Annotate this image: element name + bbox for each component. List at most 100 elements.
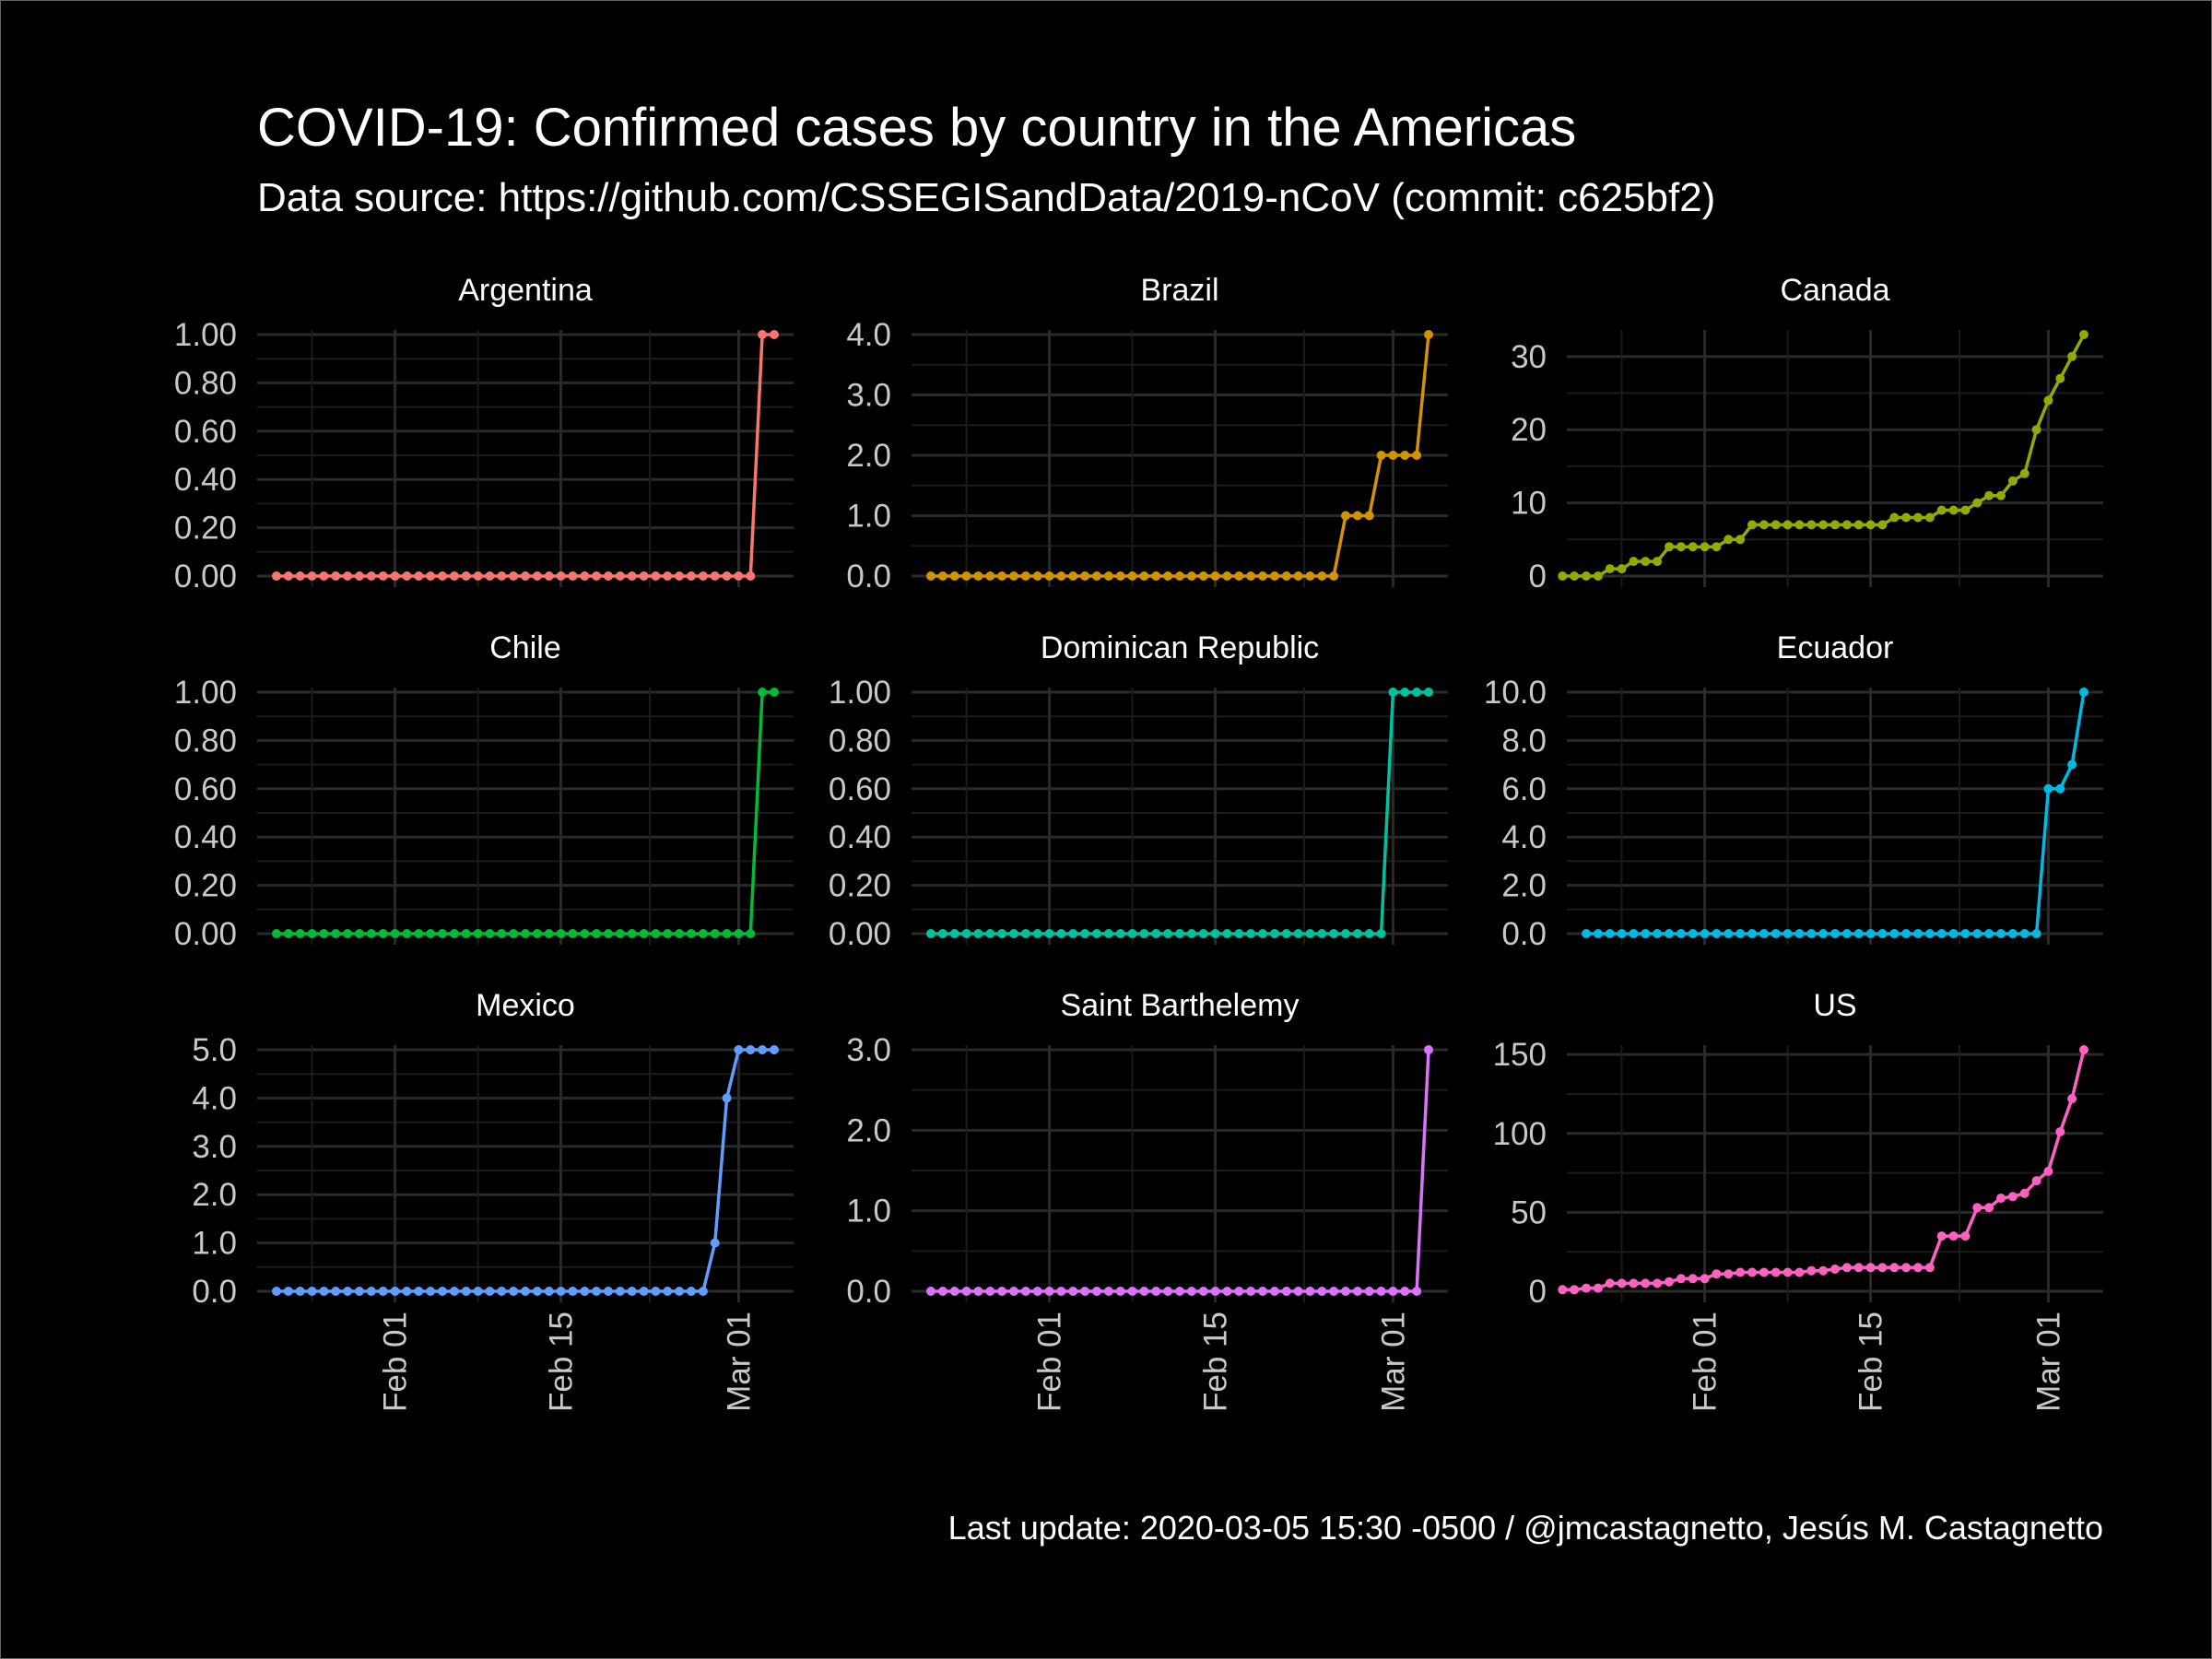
data-point bbox=[1388, 1287, 1398, 1296]
data-point bbox=[770, 330, 779, 339]
data-point bbox=[1747, 929, 1757, 938]
y-tick-label: 50 bbox=[1511, 1194, 1547, 1230]
data-point bbox=[1960, 505, 1971, 515]
panel-mexico: Mexico 0.0 1.0 2.0 3.0 4.0 5.0 Feb 01 Feb 15 Mar … bbox=[192, 988, 794, 1412]
data-point bbox=[2079, 688, 2088, 697]
data-point bbox=[1376, 1287, 1386, 1296]
data-point bbox=[1281, 1287, 1291, 1296]
y-tick-label: 2.0 bbox=[846, 438, 891, 474]
data-point bbox=[307, 929, 317, 938]
data-point bbox=[675, 571, 685, 581]
data-point bbox=[1044, 571, 1054, 581]
y-tick-label: 1.00 bbox=[174, 317, 237, 353]
data-point bbox=[627, 571, 637, 581]
data-point bbox=[390, 929, 400, 938]
data-point bbox=[1103, 929, 1113, 938]
data-point bbox=[2007, 929, 2018, 938]
data-point bbox=[1246, 571, 1256, 581]
data-point bbox=[1853, 1263, 1864, 1273]
data-point bbox=[1400, 451, 1410, 460]
data-point bbox=[1830, 520, 1840, 530]
data-point bbox=[1186, 1287, 1196, 1296]
data-point bbox=[1412, 451, 1422, 460]
data-point bbox=[1806, 520, 1817, 530]
data-point bbox=[1341, 511, 1350, 521]
data-point bbox=[1582, 571, 1591, 581]
data-point bbox=[937, 929, 947, 938]
data-point bbox=[319, 571, 329, 581]
data-point bbox=[1724, 929, 1734, 938]
data-point bbox=[1424, 688, 1433, 697]
data-point bbox=[1783, 929, 1793, 938]
data-point bbox=[2079, 1045, 2088, 1054]
y-tick-label: 0.00 bbox=[174, 916, 237, 952]
data-point bbox=[675, 929, 685, 938]
data-point bbox=[568, 1287, 578, 1296]
data-point bbox=[937, 571, 947, 581]
data-point bbox=[378, 571, 388, 581]
data-point bbox=[997, 929, 1007, 938]
data-point bbox=[355, 1287, 364, 1296]
data-point bbox=[1151, 571, 1161, 581]
data-point bbox=[1593, 929, 1603, 938]
data-point bbox=[758, 330, 768, 339]
data-point bbox=[544, 929, 554, 938]
data-point bbox=[1246, 1287, 1256, 1296]
data-point bbox=[1913, 512, 1923, 523]
data-point bbox=[1198, 571, 1208, 581]
y-tick-label: 0.20 bbox=[829, 868, 891, 904]
data-point bbox=[1068, 571, 1078, 581]
data-point bbox=[604, 1287, 613, 1296]
data-point bbox=[722, 1093, 732, 1103]
data-point bbox=[2043, 1166, 2053, 1176]
data-point bbox=[1984, 1203, 1994, 1213]
data-point bbox=[1056, 929, 1066, 938]
data-point bbox=[1293, 571, 1303, 581]
data-point bbox=[1877, 520, 1888, 530]
data-point bbox=[1364, 511, 1374, 521]
data-point bbox=[509, 1287, 519, 1296]
x-tick-label: Mar 01 bbox=[721, 1312, 757, 1412]
data-point bbox=[1629, 1278, 1639, 1288]
y-tick-label: 4.0 bbox=[846, 317, 891, 353]
y-tick-label: 0.0 bbox=[846, 1274, 891, 1310]
data-point bbox=[521, 1287, 530, 1296]
y-tick-label: 10.0 bbox=[1484, 675, 1547, 711]
data-point bbox=[2067, 1094, 2077, 1104]
data-point bbox=[461, 1287, 471, 1296]
data-point bbox=[1269, 1287, 1279, 1296]
data-point bbox=[1913, 1263, 1923, 1273]
data-point bbox=[1424, 1045, 1433, 1054]
data-point bbox=[1841, 1263, 1852, 1273]
data-point bbox=[1984, 929, 1994, 938]
y-tick-label: 1.00 bbox=[174, 675, 237, 711]
y-tick-label: 0.00 bbox=[829, 916, 891, 952]
data-point bbox=[651, 571, 661, 581]
data-point bbox=[1889, 512, 1900, 523]
data-point bbox=[2019, 468, 2030, 478]
y-tick-label: 150 bbox=[1493, 1037, 1547, 1073]
data-point bbox=[1115, 929, 1125, 938]
data-point bbox=[639, 1287, 649, 1296]
data-point bbox=[1068, 929, 1078, 938]
data-point bbox=[1210, 929, 1220, 938]
y-tick-label: 5.0 bbox=[192, 1032, 237, 1068]
data-point bbox=[1582, 929, 1591, 938]
data-point bbox=[937, 1287, 947, 1296]
data-point bbox=[1653, 929, 1663, 938]
data-point bbox=[343, 929, 353, 938]
data-point bbox=[1269, 929, 1279, 938]
data-point bbox=[1032, 929, 1042, 938]
data-point bbox=[710, 571, 720, 581]
data-point bbox=[1570, 1285, 1580, 1295]
y-tick-label: 0.60 bbox=[174, 414, 237, 450]
data-point bbox=[1258, 571, 1267, 581]
data-point bbox=[343, 571, 353, 581]
data-point bbox=[1080, 571, 1090, 581]
x-tick-label: Feb 01 bbox=[378, 1312, 414, 1412]
data-point bbox=[1972, 498, 1983, 508]
data-point bbox=[698, 929, 708, 938]
data-point bbox=[687, 929, 696, 938]
data-point bbox=[604, 571, 613, 581]
data-point bbox=[1924, 512, 1935, 523]
